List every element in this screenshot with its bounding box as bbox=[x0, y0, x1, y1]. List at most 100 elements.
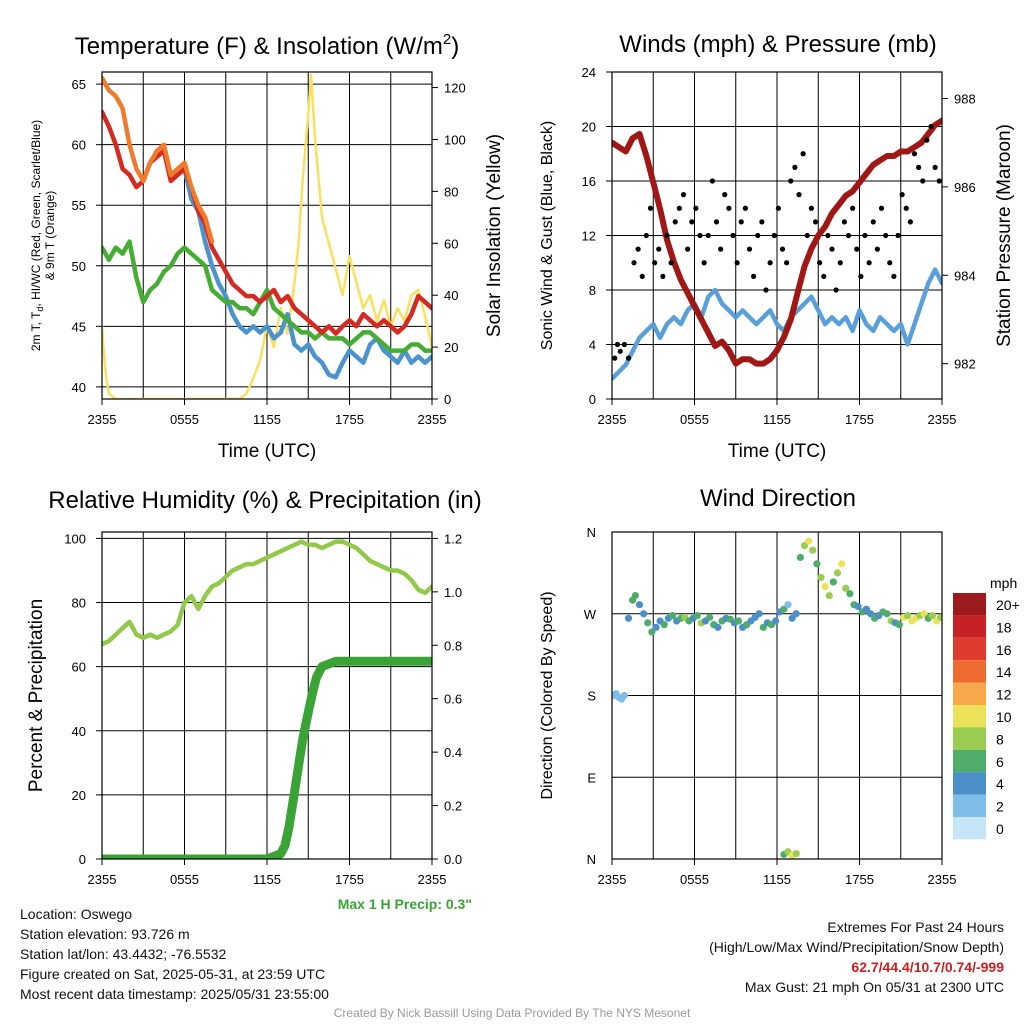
gust-point bbox=[722, 192, 728, 198]
gust-point bbox=[726, 205, 732, 211]
y-axis-label: Percent & Precipitation bbox=[26, 599, 47, 792]
colorbar-tick-label: 8 bbox=[996, 731, 1004, 747]
gust-point bbox=[841, 219, 847, 225]
x-tick-label: 2355 bbox=[88, 872, 117, 887]
gust-point bbox=[676, 205, 682, 211]
y-tick-label: 100 bbox=[64, 531, 86, 546]
y-right-tick-label: 80 bbox=[444, 184, 458, 199]
y-tick-label: 40 bbox=[72, 724, 86, 739]
x-tick-label: 1755 bbox=[335, 412, 364, 427]
gust-point bbox=[911, 151, 918, 157]
gust-point bbox=[854, 246, 860, 252]
x-axis-label: Time (UTC) bbox=[728, 441, 827, 462]
y-tick-label: 60 bbox=[72, 138, 86, 153]
y-axis-label: Sonic Wind & Gust (Blue, Black) bbox=[539, 121, 556, 350]
gust-point bbox=[647, 205, 654, 211]
gust-point bbox=[643, 232, 649, 239]
direction-point bbox=[652, 623, 660, 631]
direction-point bbox=[631, 591, 639, 600]
x-tick-label: 2355 bbox=[598, 872, 627, 887]
colorbar-swatch bbox=[953, 660, 986, 683]
direction-point bbox=[644, 619, 652, 627]
colorbar-tick-label: 20+ bbox=[996, 597, 1020, 613]
y-tick-label: 65 bbox=[72, 77, 86, 92]
y-tick-label: E bbox=[587, 770, 596, 785]
gust-point bbox=[664, 232, 670, 239]
elevation-text: Station elevation: 93.726 m bbox=[20, 926, 190, 942]
y-tick-label: 55 bbox=[72, 198, 86, 213]
direction-point bbox=[635, 601, 644, 609]
y-right-axis-label: Solar Insolation (Yellow) bbox=[484, 134, 505, 337]
direction-point bbox=[904, 611, 912, 620]
chart-title: Temperature (F) & Insolation (W/m2) bbox=[75, 31, 459, 60]
y-right-tick-label: 100 bbox=[444, 132, 466, 147]
x-tick-label: 0555 bbox=[170, 872, 199, 887]
y-tick-label: S bbox=[587, 689, 596, 704]
colorbar-tick-label: 18 bbox=[996, 619, 1012, 635]
x-tick-label: 2355 bbox=[598, 412, 627, 427]
y-tick-label: 50 bbox=[72, 259, 86, 274]
gust-point bbox=[612, 355, 618, 361]
gust-point bbox=[614, 341, 621, 348]
direction-point bbox=[813, 560, 821, 568]
y-tick-label: 20 bbox=[72, 788, 86, 803]
gust-point bbox=[689, 219, 695, 225]
y-right-tick-label: 0.4 bbox=[444, 745, 462, 760]
gust-point bbox=[887, 260, 893, 266]
x-tick-label: 2355 bbox=[928, 412, 957, 427]
series-line-precip bbox=[102, 656, 432, 859]
y-tick-label: 8 bbox=[589, 283, 596, 298]
gust-point bbox=[916, 164, 922, 170]
gust-point bbox=[870, 219, 876, 225]
colorbar-swatch bbox=[953, 749, 986, 773]
gust-point bbox=[621, 341, 627, 348]
direction-point bbox=[714, 623, 722, 631]
y-right-axis-label: Station Pressure (Maroon) bbox=[994, 124, 1015, 347]
colorbar-swatch bbox=[953, 593, 986, 616]
direction-point bbox=[937, 613, 942, 621]
direction-point bbox=[854, 602, 862, 611]
colorbar-tick-label: 10 bbox=[996, 709, 1012, 725]
gust-point bbox=[759, 219, 765, 225]
gust-point bbox=[705, 232, 711, 239]
gust-point bbox=[866, 260, 872, 266]
colorbar-swatch bbox=[953, 637, 986, 661]
y-tick-label: 12 bbox=[582, 229, 596, 244]
y-right-tick-label: 0.2 bbox=[444, 799, 462, 814]
gust-point bbox=[800, 151, 806, 157]
direction-point bbox=[792, 849, 800, 858]
gust-point bbox=[829, 246, 835, 252]
gust-point bbox=[738, 219, 744, 225]
gust-point bbox=[878, 205, 885, 211]
x-tick-label: 1755 bbox=[335, 872, 364, 887]
gust-point bbox=[767, 260, 773, 266]
colorbar-tick-label: 16 bbox=[996, 642, 1012, 658]
y-right-tick-label: 1.2 bbox=[444, 531, 462, 546]
y-tick-label: 0 bbox=[79, 852, 86, 867]
gust-point bbox=[891, 273, 897, 279]
direction-point bbox=[772, 617, 780, 625]
chart-panel-2: 0 4 8 12 16 20 24 982 984 986 988 2355 0555 1155 1755 2… bbox=[539, 31, 1015, 462]
gust-point bbox=[730, 232, 736, 239]
colorbar-tick-label: 4 bbox=[996, 776, 1004, 792]
colorbar-swatch bbox=[953, 682, 986, 705]
y-right-tick-label: 20 bbox=[444, 340, 458, 355]
y-right-tick-label: 60 bbox=[444, 236, 458, 251]
direction-point bbox=[784, 601, 792, 609]
y-right-tick-label: 40 bbox=[444, 288, 458, 303]
y-tick-label: 60 bbox=[72, 660, 86, 675]
gust-point bbox=[792, 164, 798, 170]
gust-point bbox=[713, 219, 720, 225]
chart-panel-1: 40 45 50 55 60 65 0 20 40 60 80 100 120 2355 0555 1155 1… bbox=[29, 31, 505, 462]
gust-point bbox=[755, 232, 761, 239]
series-line-hiwc bbox=[182, 166, 432, 380]
gust-point bbox=[763, 287, 769, 293]
colorbar-swatch bbox=[953, 615, 986, 638]
direction-point bbox=[829, 578, 837, 586]
x-tick-label: 0555 bbox=[680, 872, 709, 887]
gust-point bbox=[680, 192, 687, 198]
direction-point bbox=[817, 573, 825, 582]
gust-point bbox=[625, 355, 632, 361]
gust-point bbox=[709, 178, 715, 184]
